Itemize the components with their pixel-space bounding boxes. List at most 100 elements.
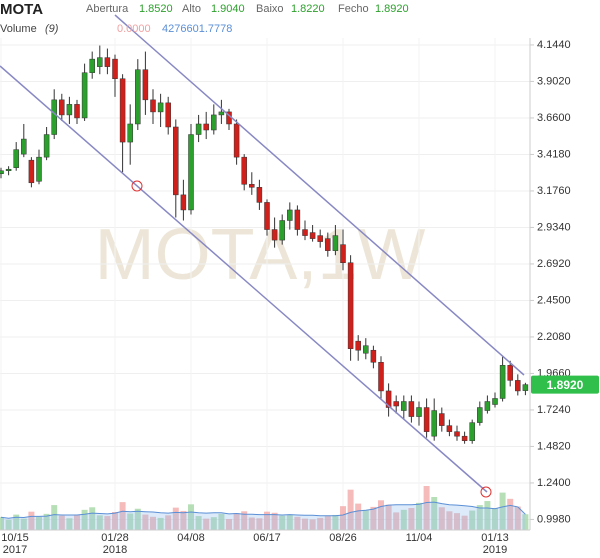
volume-bar (20, 518, 27, 530)
candle-body (173, 126, 179, 196)
volume-bar (74, 514, 80, 530)
candle-body (43, 134, 50, 158)
volume-bar (271, 512, 278, 530)
volume-bar (340, 506, 346, 530)
candle-body (180, 194, 187, 211)
volume-bar (112, 512, 118, 530)
volume-bar (165, 515, 172, 530)
volume-bar (332, 514, 339, 530)
candle-body (499, 365, 506, 399)
volume-bar (355, 503, 362, 530)
candle-body (211, 114, 217, 131)
candle-body (264, 202, 270, 230)
high-value: 1.9040 (211, 3, 245, 15)
volume-bar (286, 514, 293, 530)
volume-bar (370, 506, 377, 530)
candle-body (59, 99, 65, 116)
volume-bar (150, 516, 156, 530)
watermark: MOTA,1W (95, 215, 426, 295)
y-tick-label: 1.4820 (537, 440, 571, 452)
volume-bar (0, 517, 4, 530)
volume-bar (5, 519, 12, 530)
candle-body (21, 138, 27, 155)
volume-bar (484, 501, 491, 530)
candle-body (36, 156, 42, 182)
candle-body (408, 401, 415, 417)
candle-body (157, 102, 164, 113)
y-tick-label: 2.9340 (537, 221, 571, 233)
open-value: 1.8520 (139, 3, 173, 15)
candle-body (317, 235, 323, 242)
volume-bar (423, 486, 430, 530)
x-tick-label: 06/17 (253, 532, 281, 544)
volume-ma-area (1, 502, 526, 530)
candle-body (416, 407, 422, 417)
candle-body (13, 149, 19, 168)
volume-bar (492, 508, 498, 530)
candle-body (195, 123, 202, 135)
candle-body (0, 170, 4, 174)
candle-body (378, 362, 384, 392)
candle-body (112, 58, 118, 79)
candle-body (294, 209, 301, 230)
volume-bar (279, 515, 286, 530)
candle-body (256, 187, 263, 203)
x-year-label: 2017 (3, 544, 27, 556)
candle-body (332, 235, 339, 251)
candle-body (279, 220, 285, 241)
volume-bar (264, 511, 270, 530)
volume-bar (309, 519, 316, 530)
volume-bar (157, 517, 164, 530)
y-tick-label: 2.6920 (537, 258, 571, 270)
volume-bar (104, 516, 111, 530)
volume-bar (218, 513, 225, 530)
low-label: Baixo (256, 3, 284, 15)
candle-body (477, 407, 483, 423)
volume-bar (438, 507, 445, 530)
volume-bar (172, 507, 179, 530)
candle-body (423, 407, 430, 432)
x-tick-label: 01/13 (481, 532, 509, 544)
volume-bar (180, 510, 187, 530)
header: MOTA Abertura 1.8520 Alto 1.9040 Baixo 1… (0, 1, 409, 35)
volume-bar (89, 507, 96, 530)
volume-bar (400, 509, 407, 530)
volume-bar (58, 515, 65, 530)
candle-body (370, 349, 377, 363)
volume-bar (362, 510, 369, 530)
close-value: 1.8920 (375, 3, 409, 15)
candle-body (119, 78, 126, 143)
volume-bar (188, 504, 194, 530)
volume-bar (233, 513, 240, 530)
candle-body (431, 410, 437, 437)
candle-body (218, 111, 225, 116)
volume-bar (302, 518, 308, 530)
volume-bar (454, 513, 460, 530)
candle-body (5, 168, 12, 171)
high-label: Alto (182, 3, 201, 15)
volume-ma-line (0, 501, 526, 519)
volume-bar (241, 511, 248, 530)
symbol: MOTA (0, 1, 43, 18)
candle-body (522, 384, 529, 391)
y-tick-label: 2.4500 (537, 294, 571, 306)
candle-body (203, 123, 209, 131)
volume-bar (28, 511, 35, 530)
y-tick-label: 2.2080 (537, 331, 571, 343)
candle-body (507, 365, 513, 381)
candle-body (385, 390, 392, 408)
candle-body (97, 57, 103, 67)
candle-body (439, 413, 445, 426)
volume-bar (514, 506, 521, 530)
volume-bar (507, 498, 514, 530)
volume-bar (408, 508, 415, 530)
volume-bar (347, 489, 354, 530)
y-tick-label: 1.7240 (537, 404, 571, 416)
volume-bar (393, 512, 400, 530)
x-year-label: 2019 (483, 544, 507, 556)
candle-body (51, 99, 57, 135)
volume-bar (96, 515, 103, 530)
candle-body (454, 431, 460, 437)
candle-body (340, 244, 346, 263)
volume-bar (416, 502, 422, 530)
